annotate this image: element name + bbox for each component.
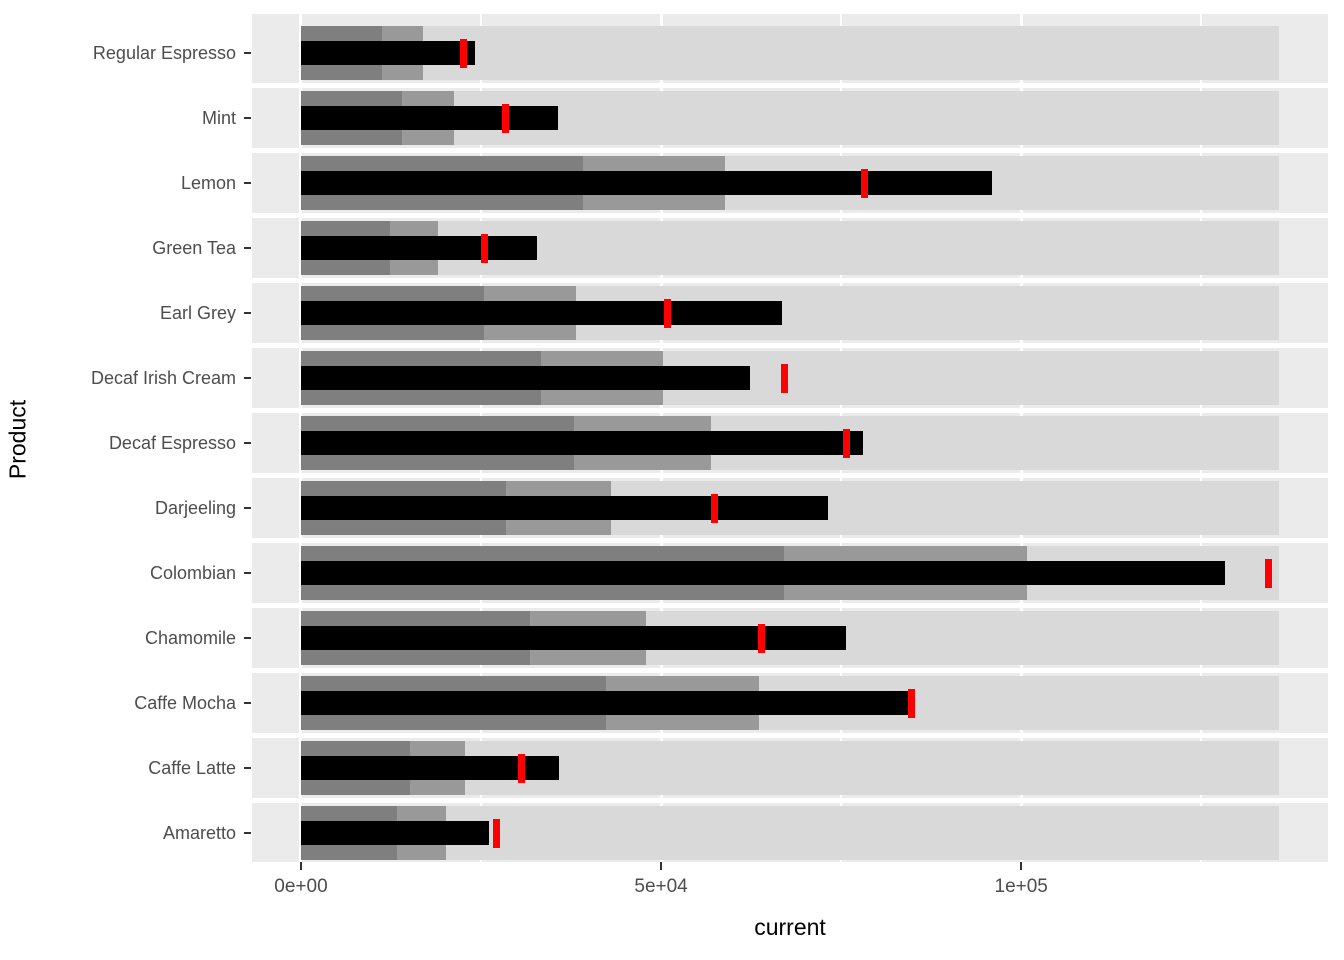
y-tick-mark [244,702,251,704]
y-tick-label: Caffe Mocha [134,693,236,713]
y-tick-mark [244,52,251,54]
bullet-row [252,221,1328,275]
bullet-row [252,26,1328,80]
current-bar [300,691,909,715]
target-tick [843,428,851,458]
y-tick-mark [244,767,251,769]
bullet-row [252,481,1328,535]
row-separator [252,148,1328,153]
y-tick-label: Mint [201,108,236,128]
y-tick-mark [244,637,251,639]
y-tick-mark [244,182,251,184]
x-tick-label: 5e+04 [634,876,688,897]
current-bar [300,236,538,260]
y-tick-mark [244,377,251,379]
target-tick [492,818,500,848]
bullet-row [252,806,1328,860]
current-bar [300,301,783,325]
x-tick-label: 0e+00 [274,876,328,897]
x-tick-mark [1020,862,1023,870]
bullet-row [252,156,1328,210]
y-tick-label: Darjeeling [154,498,236,518]
y-tick-mark [244,117,251,119]
current-bar [300,366,751,390]
row-separator [252,278,1328,283]
y-tick-label: Lemon [180,173,236,193]
bullet-row [252,286,1328,340]
x-tick-label: 1e+05 [994,876,1048,897]
target-tick [861,168,869,198]
row-separator [252,343,1328,348]
x-tick-mark [660,862,663,870]
row-separator [252,538,1328,543]
plot-panel [252,14,1328,862]
bullet-row [252,91,1328,145]
row-separator [252,83,1328,88]
y-tick-mark [244,572,251,574]
target-tick [502,103,509,133]
current-bar [300,756,559,780]
row-separator [252,668,1328,673]
y-tick-label: Colombian [149,563,236,583]
current-bar [300,106,559,130]
x-axis-title: current [754,914,826,940]
row-separator [252,473,1328,478]
target-tick [481,233,489,263]
target-tick [710,493,718,523]
y-tick-label: Decaf Espresso [108,433,236,453]
current-bar [300,561,1225,585]
y-tick-mark [244,442,251,444]
row-separator [252,733,1328,738]
target-tick [460,38,468,68]
target-tick [908,688,916,718]
target-tick [664,298,672,328]
bullet-row [252,611,1328,665]
y-tick-mark [244,832,251,834]
y-tick-label: Earl Grey [159,303,236,323]
y-tick-label: Green Tea [152,238,236,258]
target-tick [517,753,525,783]
row-separator [252,798,1328,803]
current-bar [300,496,829,520]
y-tick-label: Chamomile [144,628,236,648]
x-tick-mark [299,862,302,870]
target-tick [758,623,766,653]
row-separator [252,603,1328,608]
y-tick-label: Amaretto [162,823,236,843]
y-tick-mark [244,247,251,249]
target-tick [1265,558,1273,588]
current-bar [300,626,847,650]
bullet-row [252,676,1328,730]
bullet-row [252,546,1328,600]
y-tick-label: Caffe Latte [148,758,236,778]
current-bar [300,41,475,65]
row-separator [252,408,1328,413]
bullet-row [252,416,1328,470]
y-tick-label: Decaf Irish Cream [90,368,236,388]
y-tick-label: Regular Espresso [92,43,236,63]
row-separator [252,213,1328,218]
bullet-row [252,741,1328,795]
y-tick-mark [244,507,251,509]
target-tick [780,363,788,393]
current-bar [300,821,489,845]
current-bar [300,171,992,195]
current-bar [300,431,863,455]
bullet-row [252,351,1328,405]
y-tick-mark [244,312,251,314]
